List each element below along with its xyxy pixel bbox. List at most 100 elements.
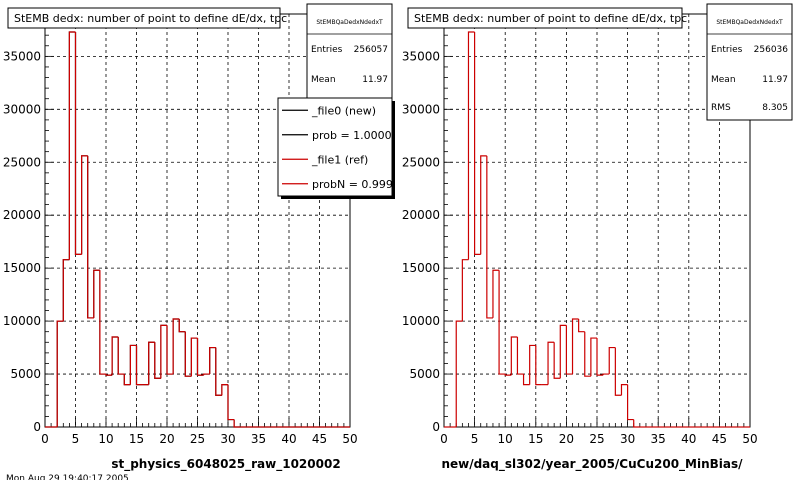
stats-name: StEMBQaDedxNdedxT <box>316 19 383 26</box>
x-tick-label: 5 <box>471 432 479 446</box>
histogram-bin <box>105 374 113 376</box>
histogram-bin <box>68 31 76 260</box>
y-tick-label: 35000 <box>402 49 440 63</box>
histogram-bin <box>467 31 475 260</box>
histogram-bin <box>480 155 487 255</box>
x-tick-label: 20 <box>159 432 174 446</box>
stats-value: 256057 <box>354 45 388 55</box>
histogram-bin <box>160 324 167 379</box>
legend-label: _file1 (ref) <box>311 153 368 166</box>
legend-label: _file0 (new) <box>311 104 376 117</box>
footer-timestamp: Mon Aug 29 19:40:17 2005 <box>6 474 129 480</box>
stats-frame <box>306 3 393 117</box>
histogram-bin <box>492 269 500 318</box>
y-tick-label: 15000 <box>3 261 41 275</box>
histogram-bin <box>233 419 241 428</box>
histogram-bin <box>62 259 70 322</box>
stats-label: Entries <box>711 45 743 55</box>
legend-label: probN = 0.99972 <box>312 178 407 191</box>
y-tick-label: 20000 <box>3 208 41 222</box>
histogram-bin <box>154 342 161 379</box>
stats-label: Mean <box>711 75 736 85</box>
histogram-bin <box>74 32 82 255</box>
y-axis: 0 5000 10000 15000 20000 25000 30000 35000 <box>402 13 453 434</box>
histogram-bin <box>461 259 469 322</box>
histogram-bin <box>172 318 180 375</box>
histogram-bin <box>87 155 94 319</box>
stats-label: Entries <box>311 45 343 55</box>
histogram-bin <box>565 325 573 375</box>
title-frame <box>7 7 281 29</box>
x-tick-label: 50 <box>342 432 357 446</box>
y-tick-label: 10000 <box>3 314 41 328</box>
histogram-bin <box>486 155 493 319</box>
chart-title-box: StEMB dedx: number of point to define dE… <box>407 7 687 29</box>
histogram-bin <box>553 342 561 379</box>
x-tick-label: 20 <box>559 432 574 446</box>
histogram-bin <box>516 336 524 375</box>
histogram-bin <box>602 373 610 376</box>
histogram-bin <box>81 155 88 255</box>
histogram-bin <box>190 337 198 377</box>
x-tick-label: 40 <box>281 432 296 446</box>
series-1 <box>444 31 750 428</box>
stats-value: 256036 <box>754 45 789 55</box>
histogram-bin <box>203 373 210 376</box>
chart-title-box: StEMB dedx: number of point to define dE… <box>7 7 287 29</box>
x-tick-label: 35 <box>651 432 666 446</box>
y-axis: 0 5000 10000 15000 20000 25000 30000 35000 <box>3 13 54 434</box>
histogram-bin <box>529 344 536 385</box>
y-tick-label: 15000 <box>402 261 440 275</box>
stats-name: StEMBQaDedxNdedxT <box>716 19 783 26</box>
histogram-bin <box>215 347 222 396</box>
y-tick-label: 30000 <box>3 102 41 116</box>
y-tick-label: 25000 <box>3 155 41 169</box>
x-tick-label: 15 <box>528 432 543 446</box>
chart-title: StEMB dedx: number of point to define dE… <box>14 12 287 25</box>
histogram-bin <box>209 346 216 375</box>
x-tick-label: 40 <box>681 432 696 446</box>
stats-box: StEMBQaDedxNdedxT Entries 256036 Mean 11.97 R… <box>706 3 793 121</box>
histogram-bin <box>584 331 591 377</box>
histogram-bin <box>614 347 622 396</box>
histogram-bin <box>148 341 155 385</box>
histogram-bin <box>129 344 137 385</box>
x-tick-label: 25 <box>589 432 604 446</box>
stats-box: StEMBQaDedxNdedxT Entries 256057 Mean 11.97 <box>306 3 393 117</box>
histogram-bin <box>633 419 640 428</box>
histogram-bin <box>608 346 616 375</box>
chart-title: StEMB dedx: number of point to define dE… <box>414 12 687 25</box>
x-tick-label: 30 <box>620 432 635 446</box>
legend-frame <box>277 97 393 197</box>
histogram-bin <box>123 374 131 386</box>
histogram-bin <box>117 336 125 375</box>
y-tick-label: 5000 <box>10 367 41 381</box>
x-tick-label: 0 <box>440 432 448 446</box>
x-tick-label: 5 <box>72 432 80 446</box>
x-tick-label: 45 <box>712 432 727 446</box>
histogram-bin <box>184 331 192 377</box>
y-tick-label: 25000 <box>402 155 440 169</box>
title-frame <box>407 7 683 29</box>
x-tick-label: 10 <box>498 432 513 446</box>
series-2 <box>45 31 350 428</box>
histogram-bin <box>627 384 634 421</box>
x-axis-title: st_physics_6048025_raw_1020002 <box>111 457 340 472</box>
stats-label: Mean <box>311 75 336 85</box>
stats-value: 8.305 <box>762 103 788 113</box>
stats-label: RMS <box>711 103 731 113</box>
x-tick-label: 25 <box>190 432 205 446</box>
y-tick-label: 0 <box>432 420 440 434</box>
stats-frame <box>706 3 793 121</box>
histogram-bin <box>559 324 567 379</box>
histogram-bin <box>227 384 235 421</box>
histogram-bin <box>590 337 597 377</box>
histogram-bin <box>620 384 628 396</box>
histogram-bin <box>135 345 143 386</box>
y-tick-label: 5000 <box>409 367 440 381</box>
histogram-bin <box>596 338 604 376</box>
y-tick-label: 35000 <box>3 49 41 63</box>
histogram-bin <box>474 32 481 255</box>
y-tick-label: 0 <box>33 420 41 434</box>
histogram-bin <box>178 318 186 333</box>
